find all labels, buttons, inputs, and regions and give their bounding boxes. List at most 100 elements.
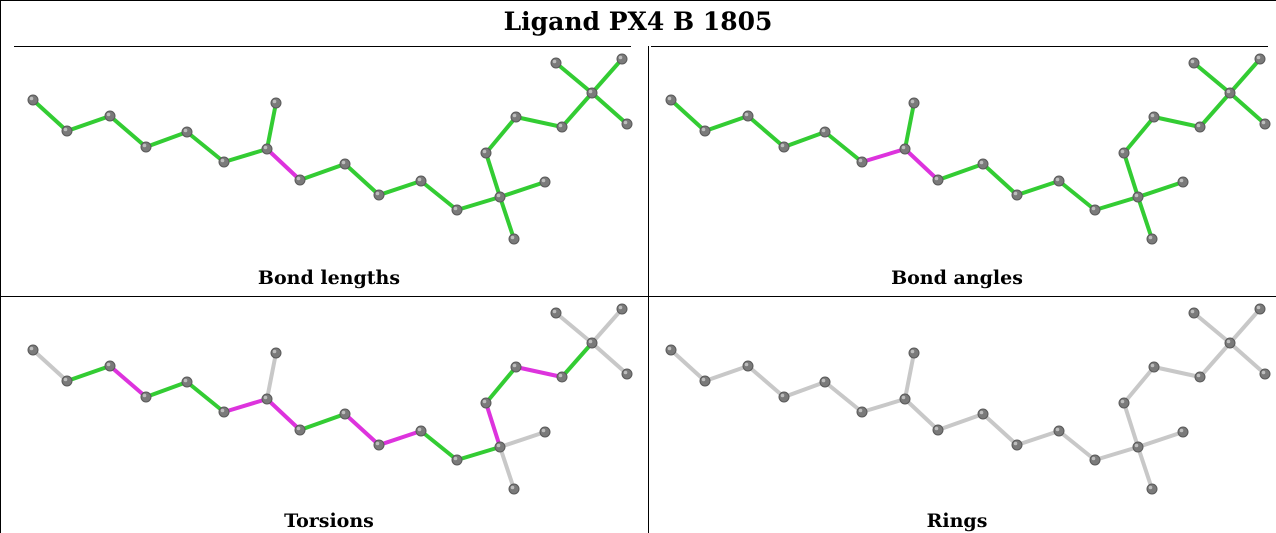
bond-lengths-atom-highlight-18 <box>512 113 517 118</box>
bond-lengths-atom-4 <box>140 141 152 153</box>
bond-lengths-bond-2 <box>65 114 112 133</box>
bond-lengths-atom-21 <box>550 57 562 69</box>
bond-angles-bond-2 <box>703 114 750 133</box>
bond-angles-atom-15 <box>1177 176 1189 188</box>
bond-lengths-bond-22 <box>590 91 629 126</box>
bond-angles-atom-highlight-22 <box>1256 55 1261 60</box>
bond-angles-bond-3 <box>746 114 786 149</box>
bond-lengths-atom-highlight-4 <box>142 143 147 148</box>
rings-atom-14 <box>1132 441 1144 453</box>
torsions-atom-15 <box>539 426 551 438</box>
rings-atom-18 <box>1148 361 1160 373</box>
bond-angles-atom-highlight-14 <box>1134 193 1139 198</box>
rings-atom-23 <box>1259 368 1271 380</box>
bond-angles-atom-highlight-11 <box>1013 191 1018 196</box>
rings-bond-5 <box>823 380 864 414</box>
rings-atom-22 <box>1254 303 1266 315</box>
bond-lengths-atom-highlight-19 <box>558 123 563 128</box>
torsions-bond-20 <box>554 311 594 345</box>
bond-angles-atom-1 <box>665 94 677 106</box>
bond-angles-bond-14 <box>1136 180 1185 199</box>
bond-angles-bond-21 <box>1228 57 1262 95</box>
bond-lengths-atom-10 <box>339 158 351 170</box>
bond-angles-bond-4 <box>782 130 827 149</box>
rings-atom-8 <box>908 347 920 359</box>
torsions-bond-7 <box>265 351 278 401</box>
bond-lengths-bond-9 <box>298 162 347 182</box>
torsions-bond-4 <box>144 380 189 399</box>
torsions-atom-4 <box>140 391 152 403</box>
torsions-atom-highlight-21 <box>552 309 557 314</box>
torsions-diagram <box>27 303 633 495</box>
bond-lengths-atom-highlight-11 <box>375 191 380 196</box>
bond-lengths-atom-7 <box>261 143 273 155</box>
torsions-atom-12 <box>415 425 427 437</box>
bond-lengths-atom-highlight-20 <box>588 89 593 94</box>
bond-lengths-atom-8 <box>270 97 282 109</box>
torsions-atom-18 <box>510 361 522 373</box>
bond-angles-atom-22 <box>1254 53 1266 65</box>
rings-bond-11 <box>1015 429 1061 447</box>
bond-angles-bond-10 <box>981 162 1019 197</box>
torsions-bond-14 <box>498 430 547 449</box>
caption-bond-angles: Bond angles <box>891 267 1023 289</box>
rings-atom-highlight-2 <box>701 377 706 382</box>
bond-lengths-atom-highlight-2 <box>63 127 68 132</box>
torsions-atom-highlight-10 <box>341 410 346 415</box>
torsions-atom-highlight-13 <box>453 456 458 461</box>
bond-lengths-bond-16 <box>484 151 502 199</box>
rings-bond-8 <box>903 397 940 432</box>
bond-angles-bond-12 <box>1057 179 1097 212</box>
bond-lengths-atom-highlight-23 <box>623 120 628 125</box>
bond-lengths-bond-11 <box>377 179 423 197</box>
bond-lengths-bond-3 <box>108 114 148 149</box>
bond-lengths-atom-highlight-5 <box>183 128 188 133</box>
bond-angles-atom-highlight-20 <box>1226 89 1231 94</box>
bond-lengths-atom-highlight-22 <box>618 55 623 60</box>
bond-lengths-atom-highlight-14 <box>496 193 501 198</box>
rings-atom-highlight-8 <box>910 349 915 354</box>
bond-lengths-bond-17 <box>484 115 518 155</box>
bond-angles-bond-1 <box>669 98 707 133</box>
rings-atom-highlight-17 <box>1120 399 1125 404</box>
rings-atom-12 <box>1053 425 1065 437</box>
bond-lengths-atom-highlight-13 <box>453 206 458 211</box>
rings-atom-highlight-23 <box>1261 370 1266 375</box>
bond-lengths-atom-highlight-7 <box>263 145 268 150</box>
bond-lengths-atom-20 <box>586 87 598 99</box>
torsions-bond-10 <box>343 412 381 447</box>
bond-angles-bond-11 <box>1015 179 1061 197</box>
torsions-atom-highlight-22 <box>618 305 623 310</box>
torsions-atom-highlight-1 <box>29 346 34 351</box>
rings-atom-3 <box>742 360 754 372</box>
bond-lengths-atom-3 <box>104 110 116 122</box>
torsions-bond-3 <box>108 364 148 399</box>
rings-atom-6 <box>856 406 868 418</box>
bond-lengths-bond-1 <box>31 98 69 133</box>
bond-lengths-atom-13 <box>451 204 463 216</box>
torsions-bond-5 <box>185 380 226 414</box>
caption-rings: Rings <box>926 510 988 532</box>
torsions-atom-2 <box>61 375 73 387</box>
bond-lengths-bond-5 <box>185 130 226 164</box>
bond-lengths-atom-11 <box>373 189 385 201</box>
rings-atom-highlight-21 <box>1190 309 1195 314</box>
bond-angles-atom-8 <box>908 97 920 109</box>
torsions-atom-highlight-8 <box>272 349 277 354</box>
bond-angles-atom-3 <box>742 110 754 122</box>
torsions-atom-highlight-16 <box>510 485 515 490</box>
rings-atom-highlight-18 <box>1150 363 1155 368</box>
bond-lengths-atom-22 <box>616 53 628 65</box>
bond-angles-atom-17 <box>1118 147 1130 159</box>
rings-atom-highlight-12 <box>1055 427 1060 432</box>
bond-angles-bond-13 <box>1093 195 1140 212</box>
column-divider <box>648 46 649 533</box>
torsions-atom-5 <box>181 376 193 388</box>
rings-bond-13 <box>1093 445 1140 462</box>
bond-angles-atom-7 <box>899 143 911 155</box>
torsions-bond-9 <box>298 412 347 432</box>
rings-atom-10 <box>977 408 989 420</box>
bond-angles-atom-6 <box>856 156 868 168</box>
torsions-atom-20 <box>586 337 598 349</box>
torsions-atom-6 <box>218 406 230 418</box>
